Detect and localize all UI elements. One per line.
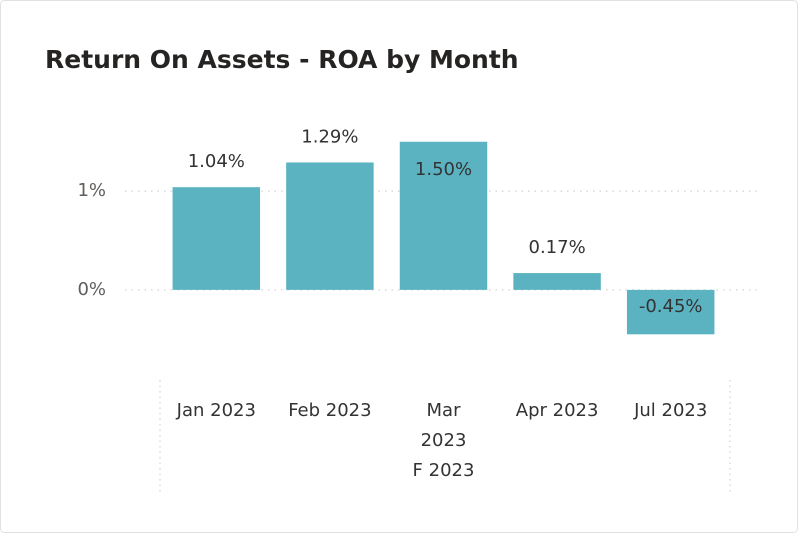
x-tick-label: Mar 2023 F 2023 [413,400,475,481]
x-tick-label-line: F 2023 [413,460,475,481]
bar [626,289,715,335]
x-tick-label-line: Feb 2023 [288,400,371,421]
x-tick-label-line: Jan 2023 [176,400,256,421]
data-label: 0.17% [529,237,586,258]
bar [286,162,374,290]
x-tick-label-line: Apr 2023 [516,400,599,421]
bar [399,141,488,290]
x-tick-label-line: Mar [427,400,462,421]
x-tick-label-line: Jul 2023 [633,400,707,421]
x-tick-label: Feb 2023 [288,400,371,421]
y-tick-label: 0% [77,279,106,300]
data-label: 1.50% [415,159,472,180]
data-label: -0.45% [639,296,703,317]
y-tick-label: 1% [77,180,106,201]
x-tick-label: Jul 2023 [633,400,707,421]
data-label: 1.29% [301,126,358,147]
bar [172,187,261,290]
x-tick-label: Apr 2023 [516,400,599,421]
data-label: 1.04% [188,151,245,172]
chart-title: Return On Assets - ROA by Month [45,45,519,74]
x-tick-label-line: 2023 [421,430,467,451]
bar [513,273,601,290]
x-tick-label: Jan 2023 [176,400,256,421]
